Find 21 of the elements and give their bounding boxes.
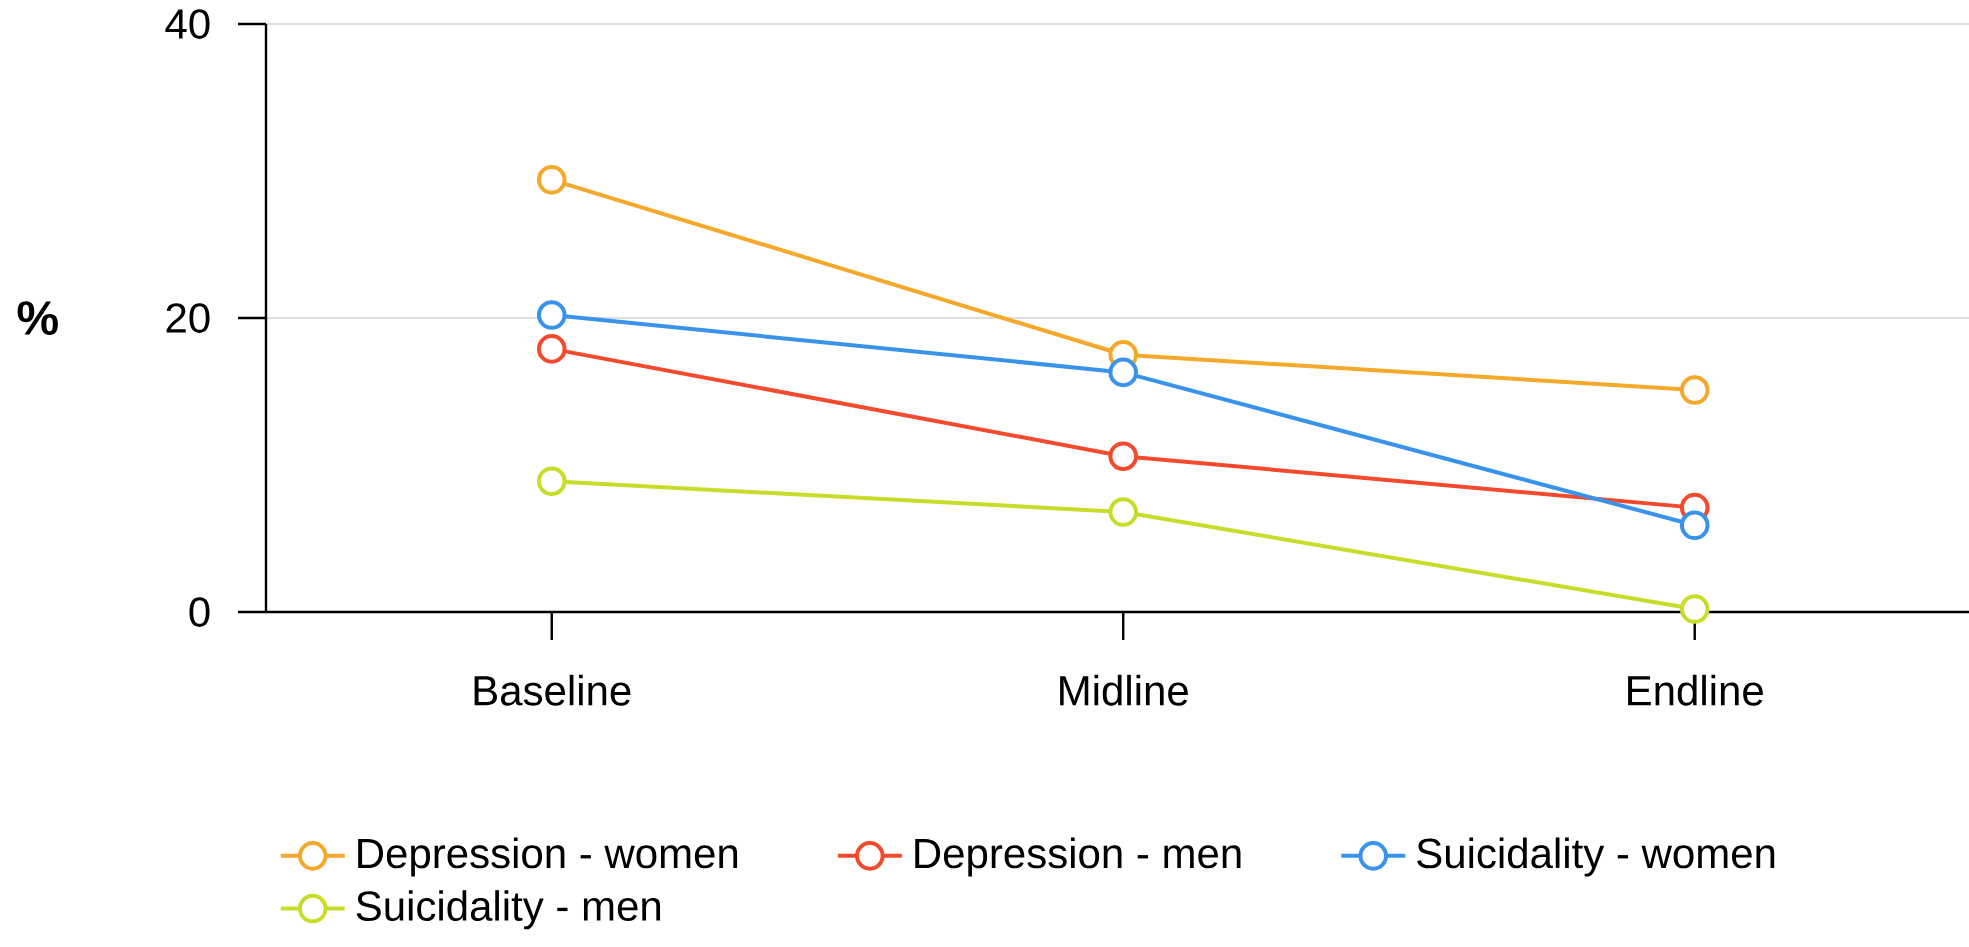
point [536,334,567,364]
point [1108,441,1139,471]
point [1108,497,1139,527]
point [536,466,567,496]
point [1679,510,1710,541]
y-tick-label: 0 [189,597,210,627]
point [1679,594,1710,624]
x-tick-label: Endline [1628,674,1763,706]
point [1679,375,1710,405]
x-tick-label: Midline [1060,674,1188,706]
legend-label: Depression - men [915,837,1241,877]
y-tick-label: 20 [166,303,210,333]
point [536,165,567,195]
point [1108,357,1139,388]
y-axis-title: % [17,301,58,335]
y-tick-label: 40 [165,9,210,39]
x-tick-label: Baseline [474,674,631,706]
point [536,300,567,330]
legend-label: Suicidality - women [1417,837,1775,877]
legend-label: Depression - women [358,837,738,877]
legend-label: Suicidality - men [356,890,661,930]
